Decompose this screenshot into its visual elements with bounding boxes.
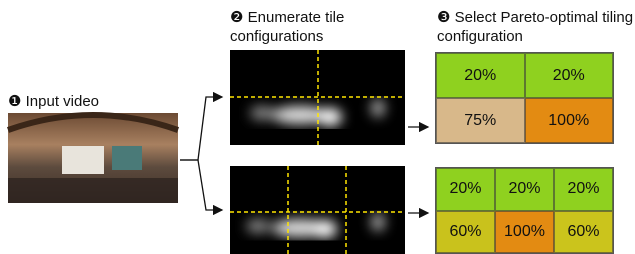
tile-cell: 20% [436,168,495,211]
tile-cell: 100% [525,98,614,143]
step-marker: ❸ [437,9,450,26]
tile-cell: 60% [436,211,495,254]
heatmap-3x2 [230,166,405,254]
step-3-label: ❸ Select Pareto-optimal tiling configura… [437,8,635,46]
step-2-label: ❷ Enumerate tile configurations [230,8,380,46]
tile-cell: 20% [436,53,525,98]
tile-cell: 100% [495,211,554,254]
page: ❶ Input video ❷ Enumerate tile configura… [0,0,635,254]
step-text: Input video [26,93,99,110]
tile-cell: 20% [525,53,614,98]
tiling-grid: 20%20%75%100% [435,52,614,144]
step-1-label: ❶ Input video [8,92,178,111]
step-marker: ❶ [8,93,21,110]
tile-cell: 20% [554,168,613,211]
tile-cell: 75% [436,98,525,143]
step-text: Enumerate tile configurations [230,9,344,45]
step-text: Select Pareto-optimal tiling configurati… [437,9,633,45]
tile-cell: 20% [495,168,554,211]
tiling-grid: 20%20%20%60%100%60% [435,167,614,254]
heatmap-2x2 [230,50,405,145]
tile-cell: 60% [554,211,613,254]
input-video-frame [8,113,178,203]
step-marker: ❷ [230,9,243,26]
